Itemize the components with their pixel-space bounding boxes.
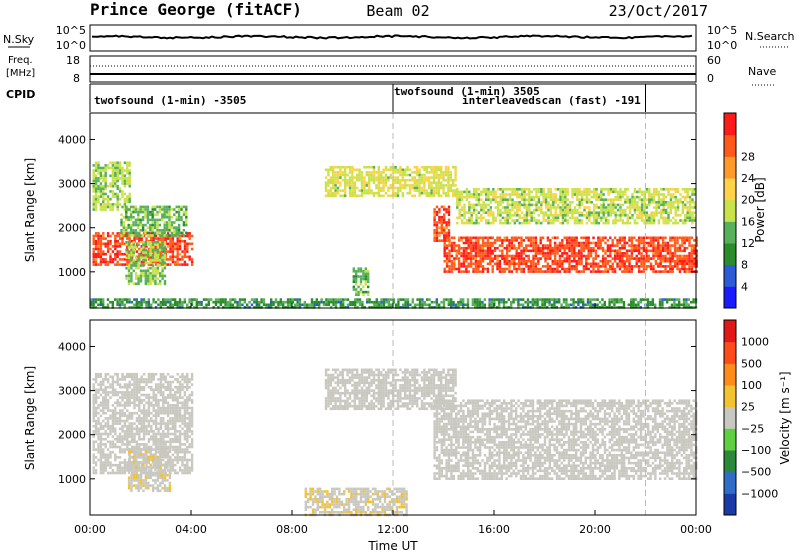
xtick-label: 04:00 [175,523,207,536]
power-colorbar-segment [724,156,736,179]
power-colorbar-tick: 8 [741,259,748,272]
velocity-colorbar-tick: 500 [741,357,762,370]
cpid-entry-3: interleavedscan (fast) -191 [462,94,641,107]
date-title: 23/Oct/2017 [609,2,708,20]
beam-title: Beam 02 [366,2,429,20]
power-region [92,161,131,211]
velocity-colorbar-segment [724,385,736,408]
xtick-label: 00:00 [680,523,712,536]
power-region [443,236,698,273]
cpid-entry-2: twofsound (1-min) 3505 [394,85,540,98]
noise-panel: N.Sky 10^5 10^0 10^5 10^0 N.Search [3,24,795,52]
freq-tick-bottom: 8 [73,72,80,85]
velocity-colorbar-segment [724,406,736,429]
power-colorbar-segment [724,113,736,136]
power-ytick-label: 1000 [58,266,86,279]
nave-tick-bottom: 0 [707,72,714,85]
power-ytick-label: 2000 [58,222,86,235]
power-colorbar-tick: 4 [741,280,748,293]
velocity-panel: Slant Range [km] 1000 2000 3000 4000 1000 50… [23,319,792,517]
power-colorbar-segment [724,221,736,244]
velocity-colorbar-frame [723,319,737,516]
velocity-colorbar-tick: 100 [741,379,762,392]
velocity-colorbar-segment [724,450,736,473]
velocity-region [127,447,172,493]
power-colorbar-tick: 28 [741,150,755,163]
noise-right-tick-top: 10^5 [707,24,737,37]
xtick-label: 12:00 [377,523,409,536]
power-region [456,188,697,225]
velocity-ylabel: Slant Range [km] [23,366,37,470]
velocity-colorbar-label: Velocity [m s⁻¹] [778,371,792,464]
nave-label: Nave [748,65,776,78]
power-colorbar-tick: 20 [741,194,755,207]
power-region [352,267,370,296]
xtick-label: 16:00 [478,523,510,536]
power-region [125,240,167,286]
velocity-colorbar-tick: 1000 [741,336,769,349]
velocity-colorbar-segment [724,428,736,451]
velocity-region [92,372,194,475]
time-axis-label: Time UT [367,539,418,553]
time-axis: 00:00 04:00 08:00 12:00 16:00 20:00 00:00 [74,303,712,536]
velocity-colorbar-tick: 25 [741,401,755,414]
power-region [90,298,698,309]
power-panel: Slant Range [km] 1000 2000 3000 4000 4 8 12 16… [23,112,767,309]
power-colorbar-segment [724,286,736,309]
noise-right-tick-bottom: 10^0 [707,39,737,52]
power-colorbar-label: Power [dB] [753,177,767,242]
power-colorbar-segment [724,264,736,287]
cpid-entry-1: twofsound (1-min) -3505 [94,94,246,107]
velocity-colorbar-tick: −100 [741,444,771,457]
velocity-colorbar-segment [724,320,736,343]
velocity-ytick-label: 3000 [58,385,86,398]
noise-tick-bottom: 10^0 [56,39,86,52]
xtick-label: 20:00 [579,523,611,536]
power-ytick-label: 3000 [58,178,86,191]
power-colorbar-tick: 16 [741,215,755,228]
velocity-ytick-label: 4000 [58,340,86,353]
freq-label-line1: Freq. [8,55,33,66]
freq-label-line2: [MHz] [6,68,35,79]
velocity-colorbar-tick: −25 [741,422,764,435]
velocity-colorbar-segment [724,471,736,494]
power-colorbar-segment [724,134,736,157]
power-colorbar-segment [724,199,736,222]
power-ytick-label: 4000 [58,133,86,146]
nave-tick-top: 60 [707,54,721,67]
power-colorbar-tick: 24 [741,172,755,185]
velocity-colorbar-tick: −500 [741,466,771,479]
station-title: Prince George (fitACF) [90,0,302,19]
velocity-ytick-label: 2000 [58,429,86,442]
velocity-colorbar-segment [724,363,736,386]
freq-tick-top: 18 [66,54,80,67]
velocity-colorbar-segment [724,341,736,364]
cpid-panel: CPID twofsound (1-min) -3505 twofsound (… [6,83,697,112]
noise-sky-line [91,34,693,40]
velocity-colorbar-segment [724,493,736,516]
xtick-label: 08:00 [276,523,308,536]
power-region [433,205,451,242]
noise-tick-top: 10^5 [56,24,86,37]
cpid-label: CPID [6,88,35,101]
velocity-ytick-label: 1000 [58,473,86,486]
power-region [324,165,457,198]
noise-right-label: N.Search [745,30,795,43]
power-colorbar-segment [724,243,736,266]
xtick-label: 00:00 [74,523,106,536]
power-colorbar-segment [724,178,736,201]
power-colorbar-tick: 12 [741,237,755,250]
velocity-colorbar-tick: −1000 [741,487,778,500]
freq-panel: Freq. [MHz] 18 8 60 0 Nave [6,54,776,86]
power-region [120,205,188,237]
power-ylabel: Slant Range [km] [23,158,37,262]
noise-label: N.Sky [3,33,35,46]
velocity-region [433,399,698,480]
velocity-region [304,487,408,517]
power-colorbar-frame [723,112,737,309]
